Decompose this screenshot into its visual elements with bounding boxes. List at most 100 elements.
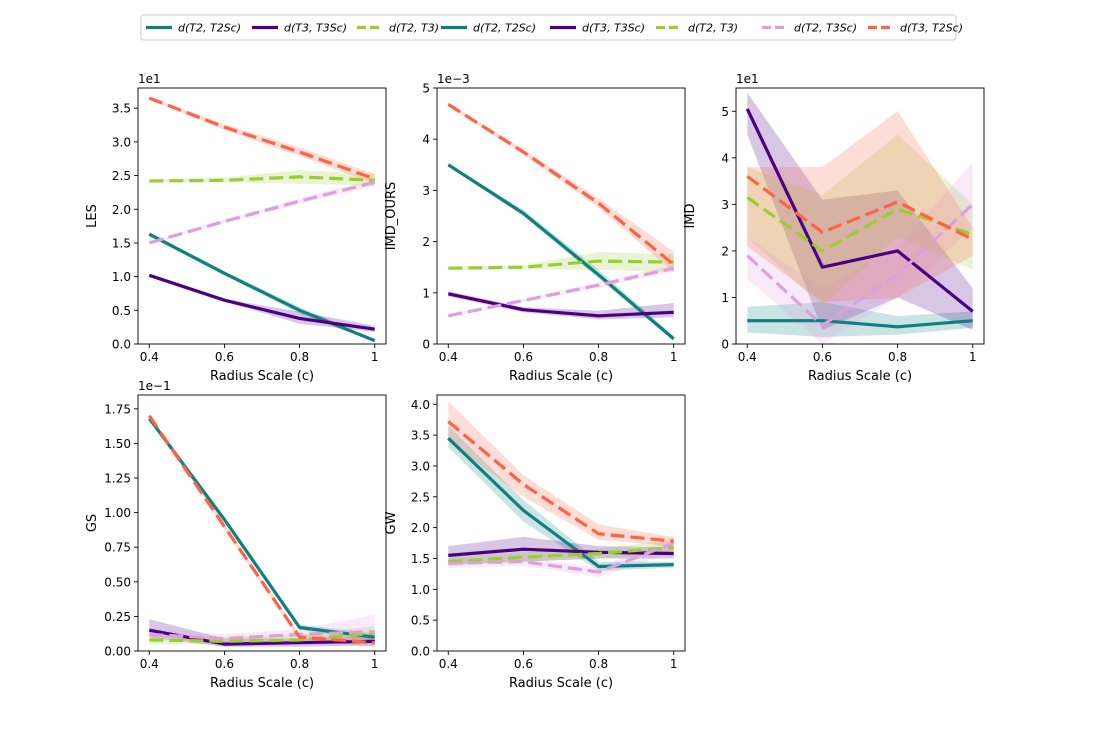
y-tick-label: 0.50 (104, 575, 131, 589)
y-axis-label: LES (85, 204, 100, 228)
series-line-green (149, 631, 375, 643)
series-line-teal (747, 319, 973, 329)
x-tick-label: 0.8 (290, 657, 309, 671)
legend-label: d(T3, T3Sc) (284, 22, 347, 35)
y-tick-label: 2 (422, 235, 430, 249)
panel-gs: 0.4 0.6 0.8 1 0.00 0.25 0.50 0.75 1.00 1.25 1.50 1.… (85, 379, 387, 691)
legend-entry: d(T2, T2Sc) (146, 22, 241, 35)
x-tick-label: 0.6 (514, 657, 533, 671)
panel-imd-ours: 0.4 0.6 0.8 1 0 1 2 3 4 5 Radius Scale (c) IMD_OURS… (384, 72, 686, 384)
legend-entry: d(T2, T3) (357, 22, 439, 35)
x-tick-label: 0.4 (439, 657, 458, 671)
series-line-purple (447, 292, 674, 318)
x-axis-label: Radius Scale (c) (509, 369, 613, 384)
series-line-orange (148, 96, 376, 181)
band-green (747, 134, 973, 307)
y-tick-label: 1 (721, 291, 729, 305)
axes-frame (137, 394, 387, 652)
x-tick-label: 0.6 (215, 350, 234, 364)
y-tick-label: 0.75 (104, 541, 131, 555)
band-green (448, 251, 674, 273)
axes-frame (436, 87, 686, 345)
y-tick-label: 5 (422, 82, 430, 96)
band-teal (747, 302, 973, 337)
y-tick-label: 0.5 (411, 614, 430, 628)
series-line-orange (447, 420, 674, 543)
y-tick-label: 4 (721, 151, 729, 165)
axis-offset-label: 1e−1 (138, 379, 171, 393)
x-tick-label: 1 (969, 350, 977, 364)
legend-frame (140, 14, 957, 41)
series-line-pink (149, 630, 375, 641)
y-tick-label: 1.50 (104, 437, 131, 451)
series-line-teal (447, 437, 674, 569)
series-line-orange (447, 103, 675, 266)
series-line-purple (745, 108, 974, 313)
axes-frame (436, 394, 686, 652)
series-line-orange (147, 414, 375, 645)
x-tick-label: 1 (371, 657, 379, 671)
band-pink (149, 178, 375, 245)
legend-label: d(T2, T2Sc) (178, 22, 241, 35)
y-tick-label: 1.5 (112, 236, 131, 250)
y-tick-label: 0.00 (104, 645, 131, 659)
y-tick-label: 3.5 (411, 429, 430, 443)
y-tick-label: 1.25 (104, 472, 131, 486)
panel-imd: 0.4 0.6 0.8 1 0 1 2 3 4 5 Radius Scale (c) IMD 1e1 (683, 72, 985, 384)
panel-gw: 0.4 0.6 0.8 1 0.0 0.5 1.0 1.5 2.0 2.5 3.0 3.5 4.0 Rad… (384, 394, 686, 691)
band-purple (448, 291, 674, 320)
x-tick-label: 1 (371, 350, 379, 364)
series-line-green (746, 196, 974, 253)
series-line-teal (148, 232, 376, 343)
y-tick-label: 3.0 (411, 459, 430, 473)
x-tick-label: 0.4 (140, 350, 159, 364)
y-tick-label: 3.5 (112, 102, 131, 116)
x-axis-label: Radius Scale (c) (210, 676, 314, 691)
axes-frame (137, 87, 387, 345)
band-green (448, 540, 674, 566)
band-purple (747, 92, 973, 330)
y-tick-label: 2.5 (411, 490, 430, 504)
y-tick-label: 4 (422, 133, 430, 147)
y-tick-label: 0.0 (411, 645, 430, 659)
legend-entry: d(T2, T3) (656, 22, 738, 35)
x-tick-label: 0.4 (439, 350, 458, 364)
series-line-purple (448, 547, 674, 557)
legend-label: d(T2, T3) (389, 22, 439, 35)
y-tick-label: 1.0 (112, 270, 131, 284)
series-line-teal (447, 163, 675, 341)
legend-label: d(T3, T3Sc) (582, 22, 645, 35)
series-line-purple (149, 628, 375, 646)
legend-entry: d(T2, T3Sc) (762, 22, 857, 35)
axes-frame (735, 87, 985, 345)
series-line-pink (448, 541, 675, 574)
y-tick-label: 2 (721, 244, 729, 258)
band-orange (448, 401, 674, 547)
legend-entry: d(T3, T3Sc) (252, 22, 347, 35)
y-tick-label: 3 (422, 184, 430, 198)
legend-label: d(T2, T2Sc) (473, 22, 536, 35)
series-line-orange (746, 175, 974, 241)
legend-entry: d(T3, T2Sc) (868, 22, 963, 35)
series-line-green (448, 545, 674, 564)
x-tick-label: 0.6 (813, 350, 832, 364)
y-tick-label: 0.5 (112, 304, 131, 318)
axis-offset-label: 1e−3 (437, 72, 470, 86)
x-tick-label: 0.8 (888, 350, 907, 364)
y-tick-label: 1.00 (104, 506, 131, 520)
panel-les: 0.4 0.6 0.8 1 0.0 0.5 1.0 1.5 2.0 2.5 3.0 3.5 Radius… (85, 72, 387, 384)
y-tick-label: 1.75 (104, 402, 131, 416)
y-axis-label: IMD (683, 203, 698, 228)
legend-label: d(T2, T3Sc) (794, 22, 857, 35)
y-tick-label: 1.0 (411, 583, 430, 597)
legend-entry: d(T2, T2Sc) (441, 22, 536, 35)
x-tick-label: 0.6 (215, 657, 234, 671)
legend-label: d(T2, T3) (688, 22, 738, 35)
y-tick-label: 4.0 (411, 398, 430, 412)
band-pink (747, 162, 973, 344)
series-line-green (149, 175, 375, 183)
panels: 0.4 0.6 0.8 1 0.0 0.5 1.0 1.5 2.0 2.5 3.0 3.5 Radius… (85, 72, 985, 691)
series-line-purple (148, 273, 375, 331)
